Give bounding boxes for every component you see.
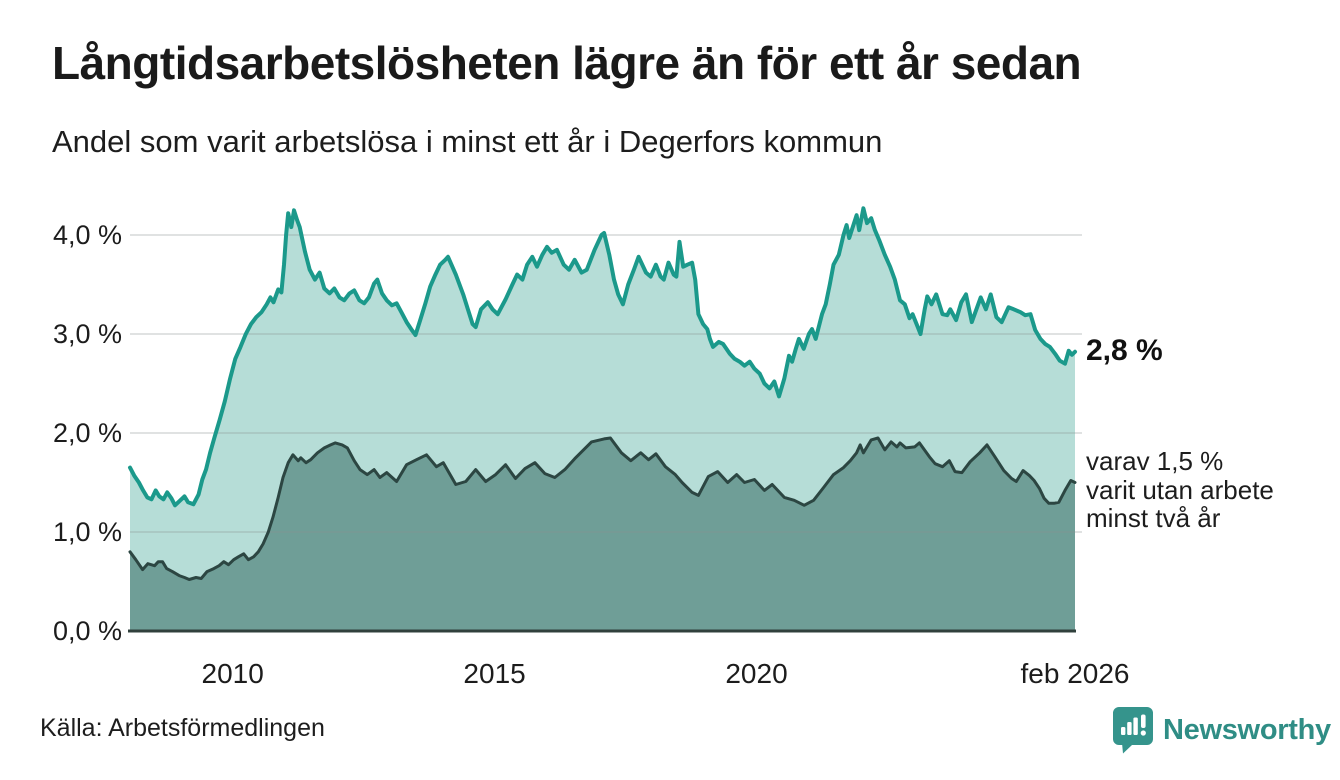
brand-wordmark: Newsworthy [1163,713,1331,746]
y-tick-label: 4,0 % [52,220,122,250]
x-tick-label: 2010 [201,658,264,689]
newsworthy-logo: Newsworthy [1112,706,1331,754]
secondary-value-label: varav 1,5 % varit utan arbete minst två … [1086,447,1274,533]
bar-chart-speech-bubble-icon [1113,707,1153,754]
latest-value-label: 2,8 % [1086,334,1163,367]
area-unemployed-2yr [130,438,1075,631]
secondary-value-line: varav 1,5 % [1086,446,1224,476]
page-subtitle: Andel som varit arbetslösa i minst ett å… [52,124,883,159]
y-tick-label: 1,0 % [52,517,122,547]
secondary-value-line: varit utan arbete [1086,474,1274,505]
page-title: Långtidsarbetslösheten lägre än för ett … [52,37,1082,89]
y-tick-label: 3,0 % [52,319,122,349]
line-unemployed-1yr [128,206,1077,508]
x-tick-label: 2015 [463,658,526,689]
y-tick-label: 0,0 % [52,616,122,646]
secondary-value-line: minst två år [1086,503,1221,533]
line-unemployed-2yr [128,436,1077,581]
x-tick-label: 2020 [725,658,788,689]
y-tick-label: 2,0 % [52,418,122,448]
source-note: Källa: Arbetsförmedlingen [40,714,325,742]
x-tick-label: feb 2026 [1020,658,1130,689]
